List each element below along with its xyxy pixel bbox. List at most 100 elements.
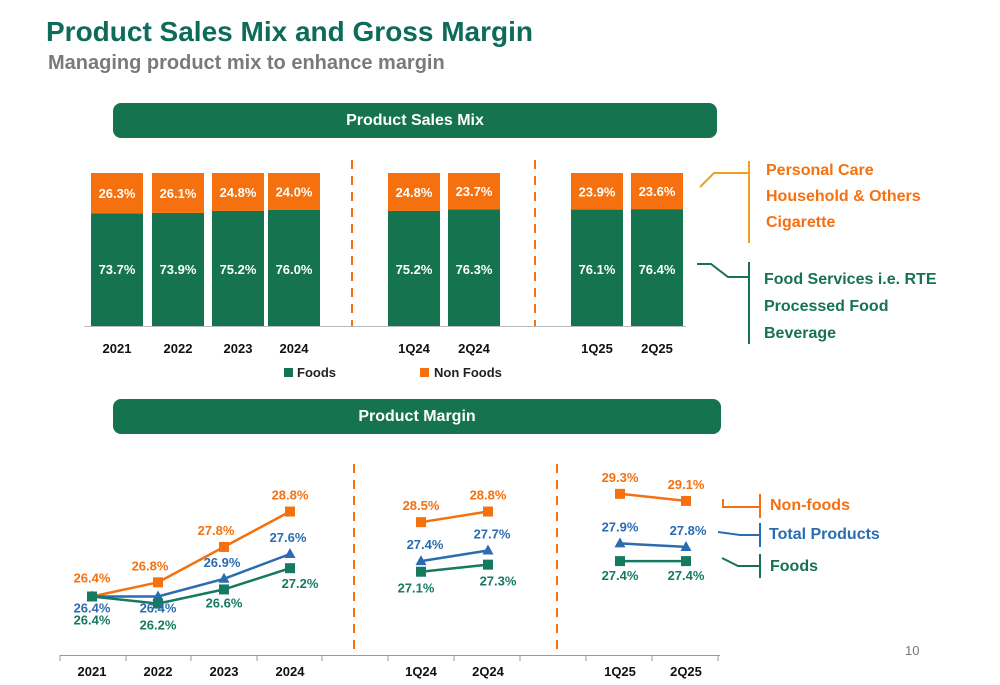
bar-nonfoods-1Q24 — [388, 173, 440, 211]
product-margin-banner: Product Margin — [113, 399, 721, 434]
legend-label-foods: Foods — [297, 365, 336, 380]
sales-mix-banner: Product Sales Mix — [113, 103, 717, 138]
margin-label-nonfoods-2022: 26.8% — [132, 558, 169, 573]
margin-point-nonfoods-2Q24 — [483, 506, 493, 517]
margin-point-nonfoods-2Q25 — [681, 495, 691, 506]
legend-label-nonfoods: Non Foods — [434, 365, 502, 380]
bar-foods-2024 — [268, 209, 320, 326]
bar-tick-label-2024: 2024 — [280, 341, 310, 356]
margin-point-total-2Q25 — [680, 540, 692, 551]
margin-point-total-2024 — [284, 548, 296, 559]
margin-point-total-2023 — [218, 572, 230, 583]
legend-line-nonfoods — [722, 499, 760, 508]
foods-category-label: Beverage — [764, 325, 836, 342]
margin-point-nonfoods-1Q25 — [615, 488, 625, 499]
margin-label-total-2Q25: 27.8% — [670, 523, 707, 538]
page-subtitle: Managing product mix to enhance margin — [48, 52, 445, 74]
bar-foods-2021 — [91, 213, 143, 326]
bar-label-nonfoods-1Q24: 24.8% — [396, 185, 433, 200]
margin-line-nonfoods-group-3 — [619, 492, 687, 503]
bar-label-foods-1Q24: 75.2% — [396, 262, 433, 277]
legend-line-foods — [721, 557, 760, 567]
margin-tick-label-2021: 2021 — [78, 664, 107, 679]
margin-label-foods-2024: 27.2% — [282, 576, 319, 591]
bracket-connector-foods — [697, 263, 749, 278]
bar-label-foods-2Q25: 76.4% — [639, 262, 676, 277]
bar-foods-1Q25 — [571, 209, 623, 326]
margin-label-foods-1Q24: 27.1% — [398, 581, 435, 596]
margin-point-foods-2Q24 — [483, 559, 493, 570]
nonfoods-category-label: Household & Others — [766, 188, 921, 205]
margin-label-total-1Q25: 27.9% — [602, 519, 639, 534]
margin-line-total-group-3 — [619, 542, 687, 549]
margin-tick-label-2024: 2024 — [276, 664, 306, 679]
bar-label-nonfoods-2024: 24.0% — [276, 184, 313, 199]
bar-nonfoods-2021 — [91, 173, 143, 214]
legend-swatch-nonfoods — [420, 368, 429, 377]
margin-label-nonfoods-2Q24: 28.8% — [470, 488, 507, 503]
legend-swatch-foods — [284, 368, 293, 377]
margin-label-nonfoods-2021: 26.4% — [74, 571, 111, 586]
bar-label-foods-2023: 75.2% — [220, 262, 257, 277]
margin-line-nonfoods-group-2 — [420, 510, 489, 524]
bar-tick-label-2022: 2022 — [164, 341, 193, 356]
bar-nonfoods-1Q25 — [571, 173, 623, 210]
bar-nonfoods-2023 — [212, 173, 264, 211]
margin-label-total-2021: 26.4% — [74, 601, 111, 616]
margin-point-foods-2Q25 — [681, 556, 691, 567]
margin-tick-label-2023: 2023 — [210, 664, 239, 679]
foods-category-label: Food Services i.e. RTE — [764, 271, 937, 288]
margin-label-nonfoods-1Q25: 29.3% — [602, 470, 639, 485]
margin-label-foods-2023: 26.6% — [206, 595, 243, 610]
foods-category-label: Processed Food — [764, 298, 888, 315]
bar-label-nonfoods-1Q25: 23.9% — [579, 184, 616, 199]
margin-point-foods-1Q25 — [615, 556, 625, 567]
margin-point-foods-2021 — [87, 591, 97, 602]
bracket-connector-nonfoods — [699, 172, 749, 188]
margin-label-nonfoods-1Q24: 28.5% — [403, 498, 440, 513]
margin-point-foods-2024 — [285, 563, 295, 574]
margin-tick-label-1Q25: 1Q25 — [604, 664, 636, 679]
margin-point-total-1Q25 — [614, 537, 626, 548]
bar-label-nonfoods-2023: 24.8% — [220, 185, 257, 200]
margin-label-foods-2022: 26.2% — [140, 618, 177, 633]
bar-nonfoods-2Q25 — [631, 173, 683, 210]
margin-point-nonfoods-2023 — [219, 541, 229, 552]
margin-label-total-2022: 26.4% — [140, 601, 177, 616]
margin-point-total-2Q24 — [482, 544, 494, 555]
margin-point-nonfoods-2022 — [153, 577, 163, 588]
bar-nonfoods-2Q24 — [448, 173, 500, 210]
bar-foods-1Q24 — [388, 210, 440, 326]
margin-point-foods-2023 — [219, 584, 229, 595]
bar-label-nonfoods-2021: 26.3% — [99, 186, 136, 201]
legend-label-nonfoods-margin: Non-foods — [770, 497, 850, 514]
bar-label-foods-1Q25: 76.1% — [579, 262, 616, 277]
margin-label-nonfoods-2023: 27.8% — [198, 523, 235, 538]
margin-label-total-2Q24: 27.7% — [474, 526, 511, 541]
margin-point-total-2022 — [152, 590, 164, 601]
legend-line-total — [717, 531, 760, 536]
bar-tick-label-2Q25: 2Q25 — [641, 341, 673, 356]
page-number: 10 — [905, 643, 920, 658]
bar-nonfoods-2024 — [268, 173, 320, 210]
bar-tick-label-1Q25: 1Q25 — [581, 341, 613, 356]
margin-label-total-2023: 26.9% — [204, 555, 241, 570]
bar-foods-2022 — [152, 212, 204, 326]
margin-line-total-group-1 — [92, 552, 291, 598]
margin-point-foods-1Q24 — [416, 566, 426, 577]
bar-label-foods-2021: 73.7% — [99, 262, 136, 277]
nonfoods-category-label: Personal Care — [766, 162, 874, 179]
margin-tick-label-2022: 2022 — [144, 664, 173, 679]
bar-label-foods-2Q24: 76.3% — [456, 262, 493, 277]
margin-point-total-1Q24 — [415, 555, 427, 566]
bar-label-foods-2024: 76.0% — [276, 262, 313, 277]
margin-line-foods-group-1 — [91, 567, 291, 605]
bar-label-nonfoods-2Q24: 23.7% — [456, 184, 493, 199]
legend-label-foods-margin: Foods — [770, 558, 818, 575]
margin-label-foods-2Q25: 27.4% — [668, 568, 705, 583]
bar-label-nonfoods-2Q25: 23.6% — [639, 184, 676, 199]
bar-nonfoods-2022 — [152, 173, 204, 213]
legend-label-total-margin: Total Products — [769, 526, 880, 543]
bar-label-nonfoods-2022: 26.1% — [160, 186, 197, 201]
